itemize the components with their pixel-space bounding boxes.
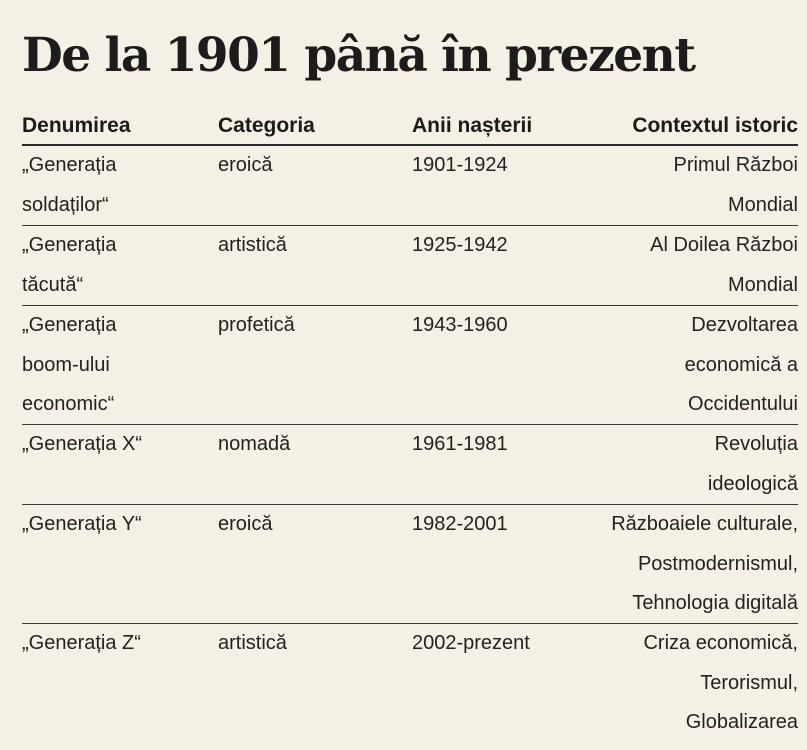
cell-years: 1961-1981 [412, 433, 508, 455]
cell-context: Dezvoltarea economică a Occidentului [564, 306, 798, 424]
table-row: „Generația Y“ eroică 1982-2001 Războaiel… [22, 505, 798, 624]
table-row: „Generația Z“ artistică 2002-prezent Cri… [22, 624, 798, 743]
header-categoria: Categoria [218, 114, 315, 137]
cell-context: Criza economică, Terorismul, Globalizare… [564, 624, 798, 743]
cell-name-line: „Generația Z“ [22, 632, 141, 654]
cell-name-line: economic“ [22, 393, 115, 415]
cell-context-line: Criza economică, [643, 632, 798, 654]
cell-years: 2002-prezent [412, 632, 530, 654]
cell-context-line: Occidentului [687, 393, 798, 415]
cell-context-line: Mondial [727, 193, 798, 216]
cell-category: nomadă [218, 433, 291, 455]
cell-context-line: Globalizarea [685, 711, 798, 733]
cell-name: „Generația tăcută“ [22, 226, 218, 305]
cell-name: „Generația Y“ [22, 505, 218, 623]
cell-context-line: Terorismul, [700, 671, 798, 694]
cell-context-line: ideologică [707, 472, 798, 495]
cell-years: 1943-1960 [412, 314, 508, 336]
cell-context: Primul Război Mondial [564, 146, 798, 225]
table-header-row: Denumirea Categoria Anii nașterii Contex… [22, 108, 798, 146]
cell-name: „Generația X“ [22, 425, 218, 504]
cell-context-line: Dezvoltarea [691, 314, 798, 336]
cell-name-line: „Generația Y“ [22, 513, 142, 535]
cell-category: eroică [218, 513, 273, 535]
cell-context-line: Postmodernismul, [637, 552, 798, 575]
cell-context-line: economică a [684, 353, 798, 376]
cell-context-line: Revoluția [714, 433, 798, 455]
cell-category: profetică [218, 314, 295, 336]
cell-context-line: Primul Război [673, 154, 798, 176]
header-anii-nasterii: Anii nașterii [412, 114, 533, 137]
cell-category: artistică [218, 234, 287, 256]
table-row: „Generația soldaților“ eroică 1901-1924 … [22, 146, 798, 226]
cell-context-line: Mondial [727, 273, 798, 296]
cell-category: artistică [218, 632, 287, 654]
cell-name-line: „Generația X“ [22, 433, 143, 455]
generations-table: Denumirea Categoria Anii nașterii Contex… [22, 108, 798, 743]
cell-context: Războaiele culturale, Postmodernismul, T… [564, 505, 798, 623]
header-contextul-istoric: Contextul istoric [632, 114, 798, 137]
cell-name-line: tăcută“ [22, 273, 84, 296]
cell-category: eroică [218, 154, 273, 176]
cell-name: „Generația soldaților“ [22, 146, 218, 225]
cell-years: 1925-1942 [412, 234, 508, 256]
cell-name: „Generația Z“ [22, 624, 218, 743]
cell-context: Revoluția ideologică [564, 425, 798, 504]
header-denumirea: Denumirea [22, 114, 131, 137]
cell-context: Al Doilea Război Mondial [564, 226, 798, 305]
cell-name-line: „Generația [22, 314, 117, 336]
table-row: „Generația boom-ului economic“ profetică… [22, 306, 798, 425]
table-row: „Generația X“ nomadă 1961-1981 Revoluția… [22, 425, 798, 505]
cell-context-line: Tehnologia digitală [632, 592, 798, 614]
cell-years: 1982-2001 [412, 513, 508, 535]
cell-name: „Generația boom-ului economic“ [22, 306, 218, 424]
cell-years: 1901-1924 [412, 154, 508, 176]
page-title: De la 1901 până în prezent [22, 28, 696, 83]
cell-name-line: „Generația [22, 234, 117, 256]
cell-context-line: Războaiele culturale, [611, 513, 798, 535]
cell-name-line: „Generația [22, 154, 117, 176]
cell-context-line: Al Doilea Război [650, 234, 798, 256]
table-row: „Generația tăcută“ artistică 1925-1942 A… [22, 226, 798, 306]
cell-name-line: boom-ului [22, 353, 110, 376]
cell-name-line: soldaților“ [22, 193, 109, 216]
